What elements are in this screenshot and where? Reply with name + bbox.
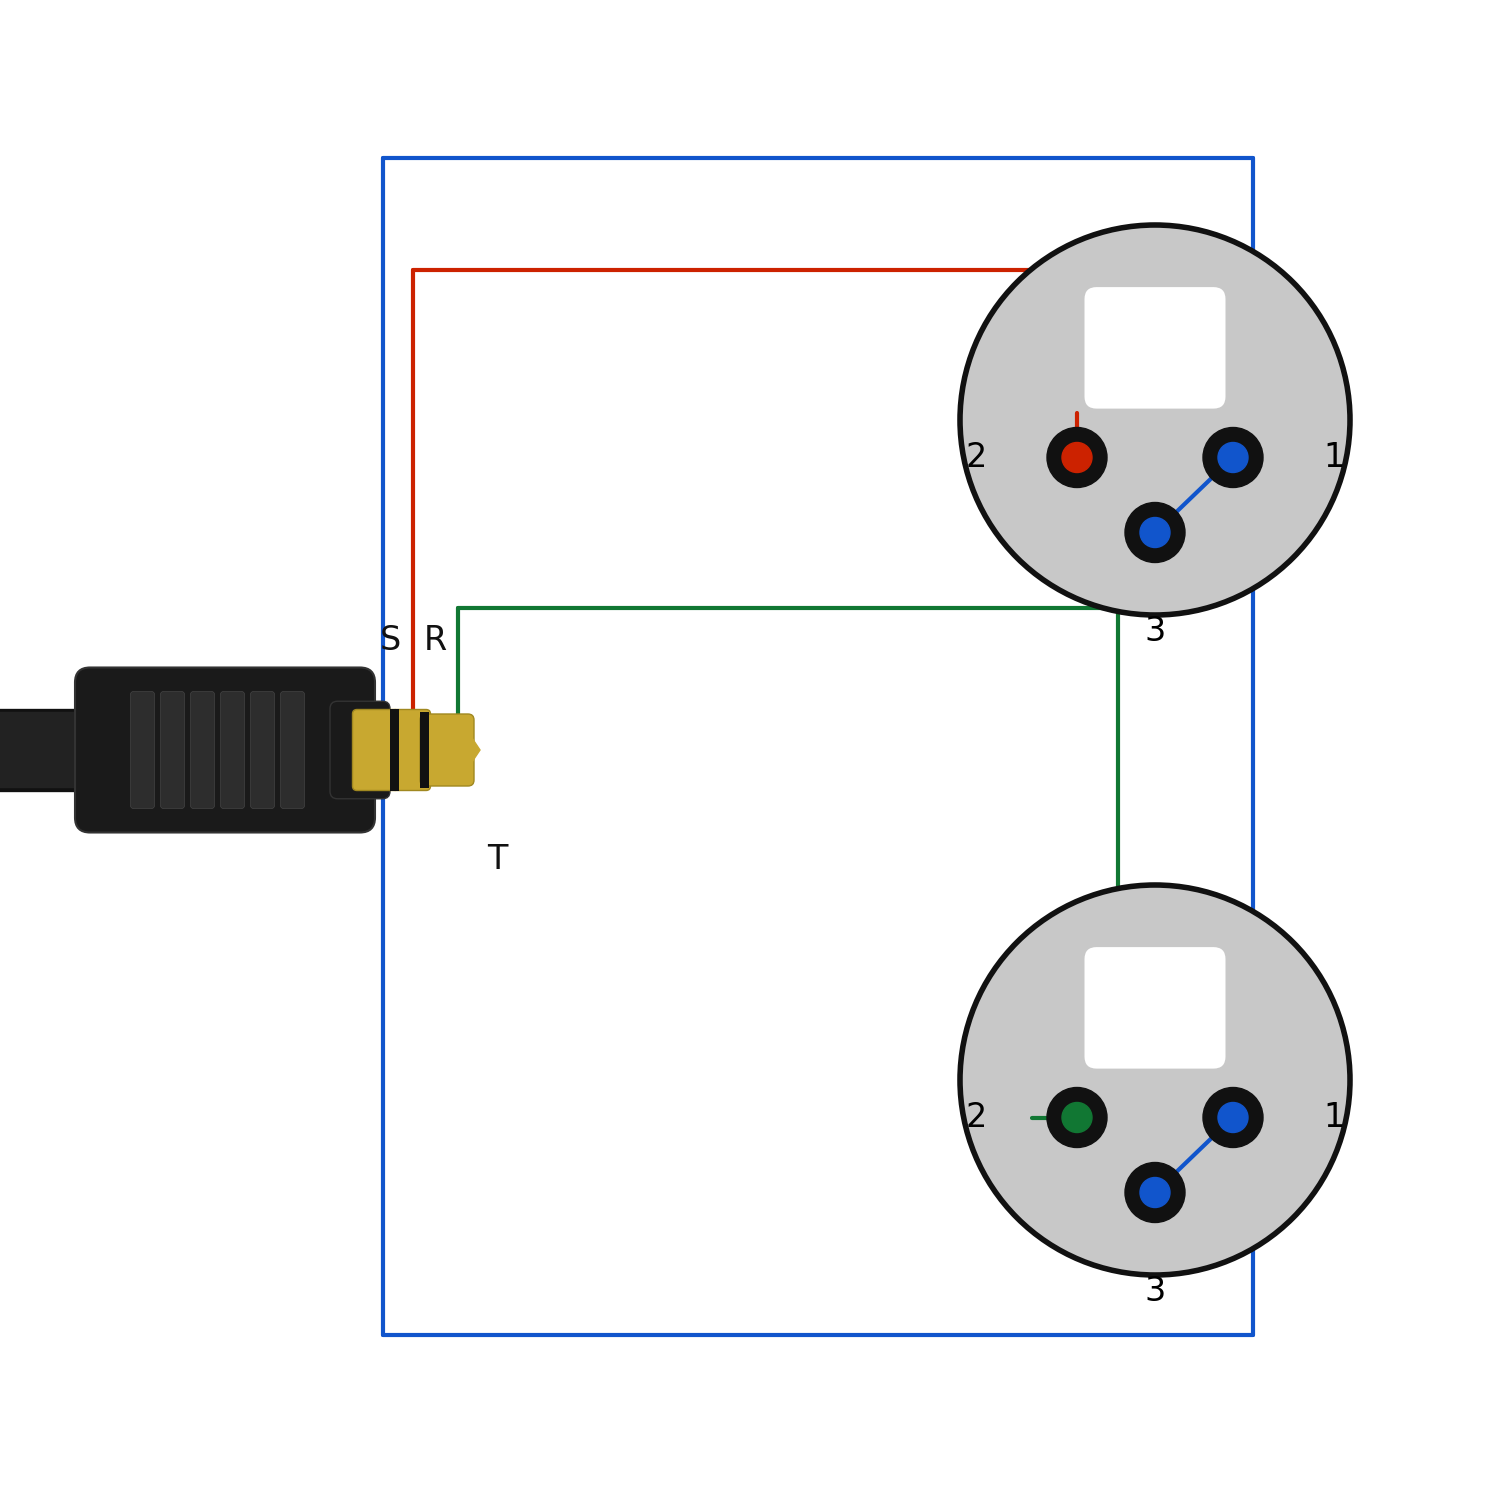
Text: 1: 1 — [1323, 441, 1344, 474]
FancyBboxPatch shape — [420, 714, 474, 786]
Text: 3: 3 — [1144, 1275, 1166, 1308]
Circle shape — [1218, 1102, 1248, 1132]
Text: 2: 2 — [966, 441, 987, 474]
FancyBboxPatch shape — [392, 710, 430, 791]
Circle shape — [1047, 427, 1107, 488]
FancyBboxPatch shape — [280, 692, 304, 808]
Circle shape — [960, 225, 1350, 615]
FancyBboxPatch shape — [220, 692, 245, 808]
Circle shape — [1140, 1178, 1170, 1208]
FancyBboxPatch shape — [1084, 946, 1226, 1068]
Circle shape — [1203, 1088, 1263, 1148]
FancyBboxPatch shape — [130, 692, 154, 808]
FancyBboxPatch shape — [190, 692, 214, 808]
Circle shape — [1140, 518, 1170, 548]
Circle shape — [1047, 1088, 1107, 1148]
Text: 3: 3 — [1144, 615, 1166, 648]
Text: R: R — [423, 624, 447, 657]
Polygon shape — [462, 723, 480, 777]
FancyBboxPatch shape — [160, 692, 184, 808]
Circle shape — [1125, 1162, 1185, 1222]
Circle shape — [1203, 427, 1263, 488]
Text: T: T — [488, 843, 508, 876]
FancyBboxPatch shape — [75, 668, 375, 832]
FancyBboxPatch shape — [251, 692, 274, 808]
Text: 2: 2 — [966, 1101, 987, 1134]
Bar — [420, 712, 429, 788]
Bar — [390, 710, 399, 791]
FancyBboxPatch shape — [1084, 286, 1226, 408]
Circle shape — [1062, 1102, 1092, 1132]
Circle shape — [1125, 503, 1185, 562]
FancyBboxPatch shape — [330, 702, 390, 798]
Text: S: S — [380, 624, 400, 657]
Circle shape — [1062, 442, 1092, 472]
Circle shape — [1218, 442, 1248, 472]
Circle shape — [960, 885, 1350, 1275]
FancyBboxPatch shape — [352, 710, 399, 791]
Text: 1: 1 — [1323, 1101, 1344, 1134]
